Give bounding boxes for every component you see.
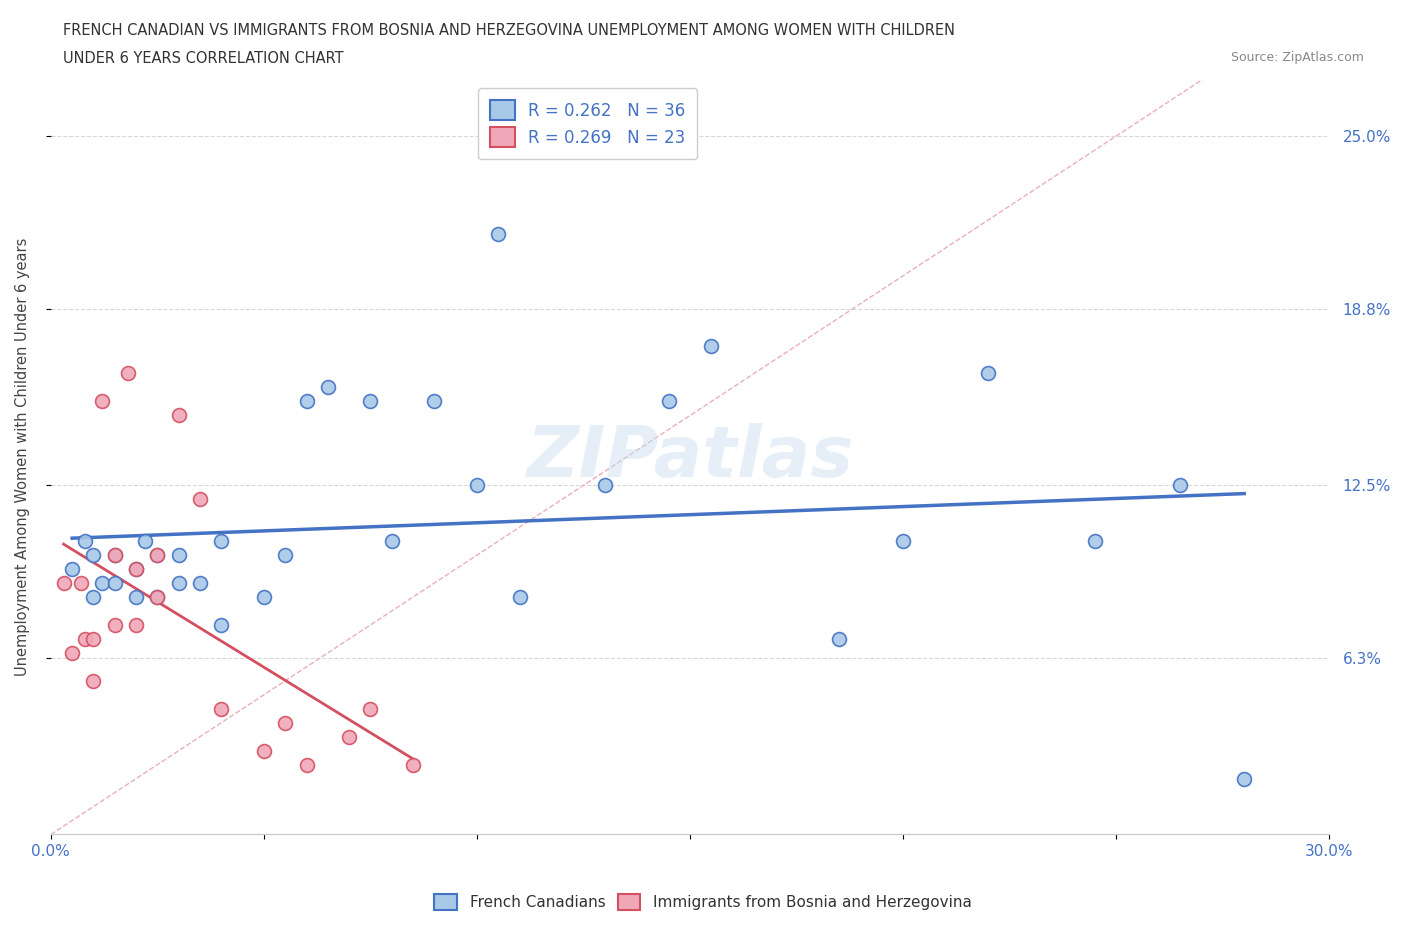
- Point: [381, 534, 404, 549]
- Point: [253, 590, 276, 604]
- Point: [125, 590, 148, 604]
- Point: [253, 743, 276, 758]
- Point: [82, 548, 104, 563]
- Point: [91, 576, 114, 591]
- Point: [658, 394, 681, 409]
- Point: [167, 408, 190, 423]
- Point: [465, 478, 488, 493]
- Point: [146, 590, 169, 604]
- Point: [337, 729, 360, 744]
- Point: [146, 548, 169, 563]
- Point: [82, 673, 104, 688]
- Point: [104, 548, 127, 563]
- Point: [423, 394, 446, 409]
- Legend: French Canadians, Immigrants from Bosnia and Herzegovina: French Canadians, Immigrants from Bosnia…: [427, 886, 979, 918]
- Point: [134, 534, 156, 549]
- Point: [316, 380, 339, 395]
- Point: [295, 394, 318, 409]
- Point: [167, 548, 190, 563]
- Point: [146, 590, 169, 604]
- Point: [977, 366, 1000, 381]
- Point: [125, 562, 148, 577]
- Point: [295, 757, 318, 772]
- Point: [73, 534, 96, 549]
- Y-axis label: Unemployment Among Women with Children Under 6 years: Unemployment Among Women with Children U…: [15, 238, 30, 676]
- Point: [82, 590, 104, 604]
- Point: [209, 701, 232, 716]
- Point: [60, 562, 83, 577]
- Point: [125, 562, 148, 577]
- Point: [52, 576, 75, 591]
- Point: [1233, 771, 1256, 786]
- Text: Source: ZipAtlas.com: Source: ZipAtlas.com: [1230, 51, 1364, 64]
- Point: [82, 631, 104, 646]
- Point: [125, 618, 148, 632]
- Point: [700, 339, 723, 353]
- Text: ZIPatlas: ZIPatlas: [526, 423, 853, 492]
- Point: [1084, 534, 1107, 549]
- Legend: R = 0.262   N = 36, R = 0.269   N = 23: R = 0.262 N = 36, R = 0.269 N = 23: [478, 88, 697, 159]
- Point: [146, 548, 169, 563]
- Point: [509, 590, 531, 604]
- Point: [593, 478, 616, 493]
- Point: [209, 618, 232, 632]
- Point: [73, 631, 96, 646]
- Text: FRENCH CANADIAN VS IMMIGRANTS FROM BOSNIA AND HERZEGOVINA UNEMPLOYMENT AMONG WOM: FRENCH CANADIAN VS IMMIGRANTS FROM BOSNI…: [63, 23, 955, 38]
- Text: UNDER 6 YEARS CORRELATION CHART: UNDER 6 YEARS CORRELATION CHART: [63, 51, 344, 66]
- Point: [274, 548, 297, 563]
- Point: [60, 645, 83, 660]
- Point: [117, 366, 139, 381]
- Point: [1168, 478, 1191, 493]
- Point: [402, 757, 425, 772]
- Point: [188, 576, 211, 591]
- Point: [104, 548, 127, 563]
- Point: [486, 226, 509, 241]
- Point: [360, 701, 382, 716]
- Point: [274, 715, 297, 730]
- Point: [209, 534, 232, 549]
- Point: [360, 394, 382, 409]
- Point: [91, 394, 114, 409]
- Point: [167, 576, 190, 591]
- Point: [104, 576, 127, 591]
- Point: [891, 534, 914, 549]
- Point: [188, 492, 211, 507]
- Point: [69, 576, 91, 591]
- Point: [828, 631, 851, 646]
- Point: [104, 618, 127, 632]
